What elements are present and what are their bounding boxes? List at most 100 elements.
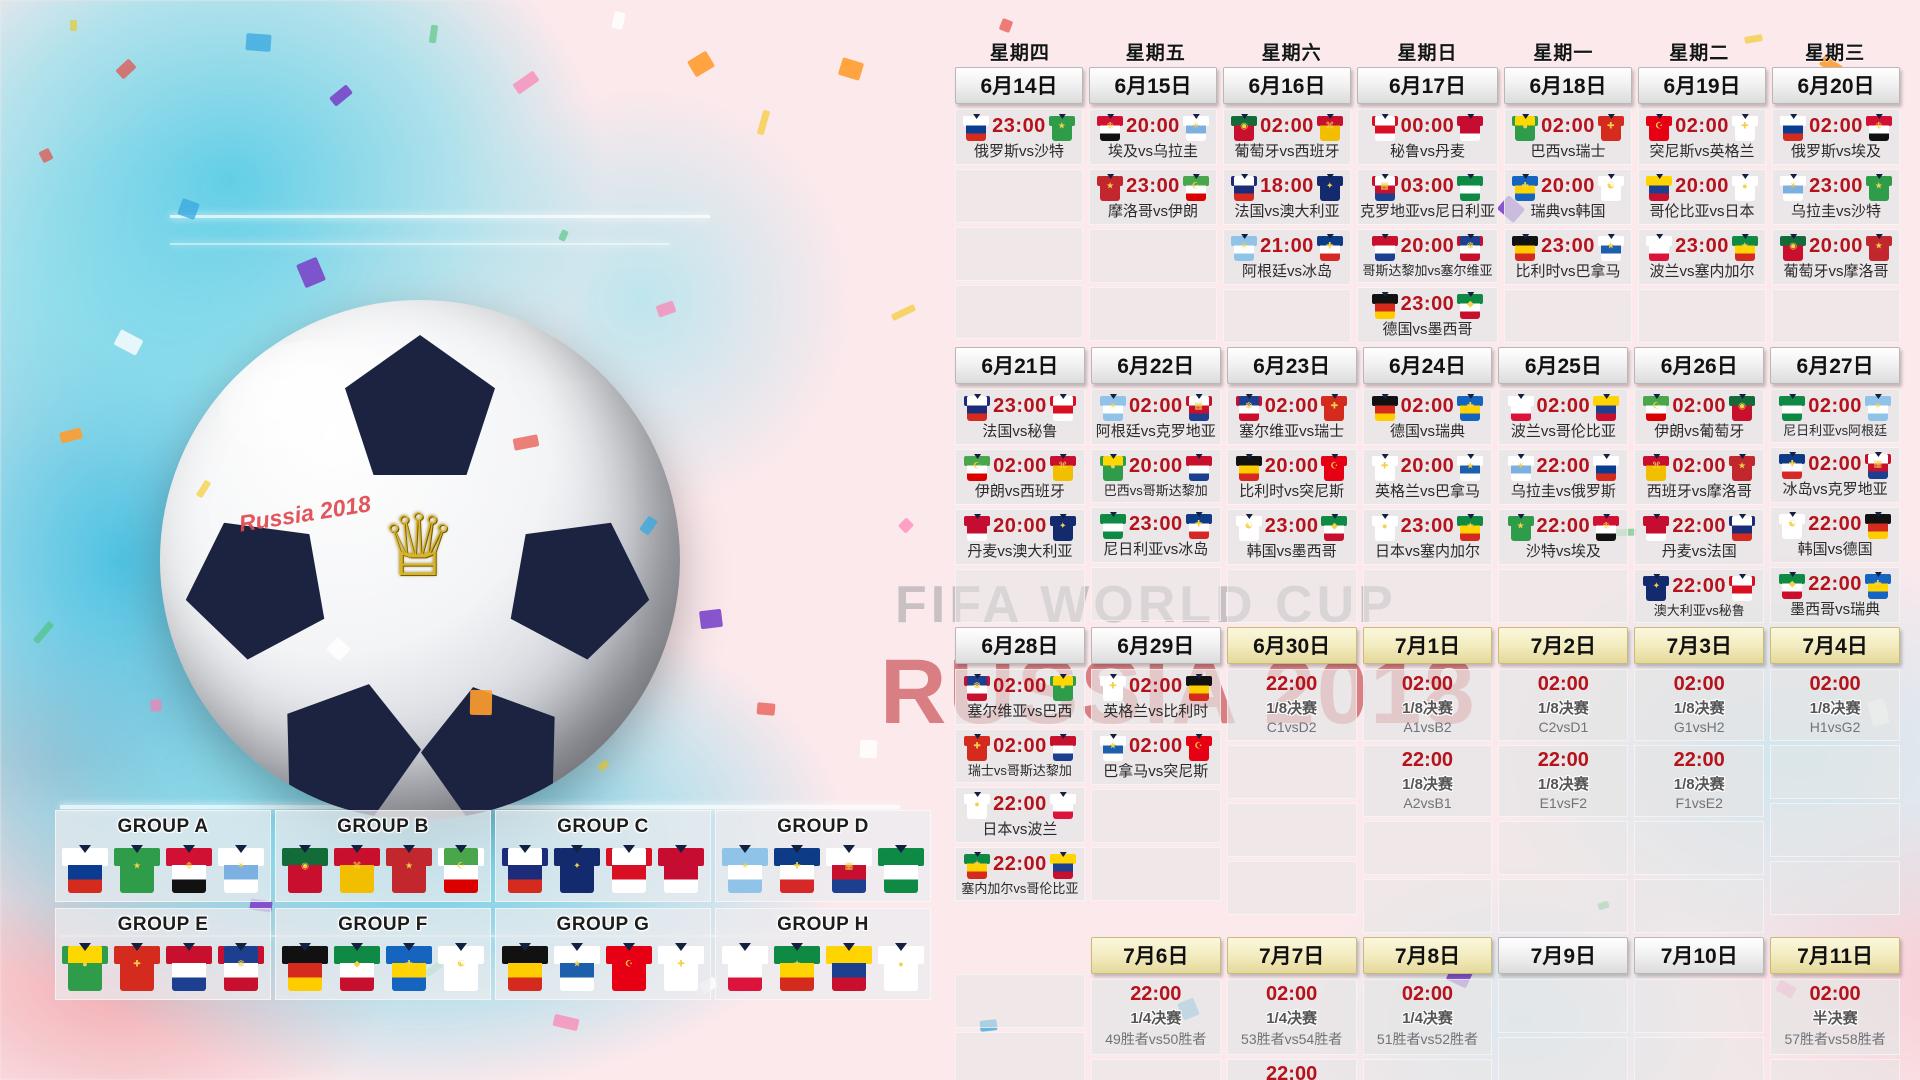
date-header[interactable]: 7月9日 <box>1498 937 1629 974</box>
group-match-card[interactable]: ● 20:00 巴西vs哥斯达黎加 <box>1090 449 1221 503</box>
group-match-card[interactable]: ☀ 21:00 ✚ 阿根廷vs冰岛 <box>1222 229 1351 285</box>
group-match-card[interactable]: ◉ 02:00 ⌘ 葡萄牙vs西班牙 <box>1222 109 1351 165</box>
knockout-match-card[interactable]: 02:00 1/4决赛 53胜者vs54胜者 <box>1226 979 1357 1055</box>
date-header[interactable]: 7月1日 <box>1362 627 1493 664</box>
group-match-card[interactable]: ✚ 02:00 英格兰vs比利时 <box>1090 669 1221 725</box>
group-match-card[interactable]: ◆ 22:00 ✚ 墨西哥vs瑞典 <box>1770 567 1900 623</box>
group-match-card[interactable]: ☸ 02:00 ✚ 塞尔维亚vs瑞士 <box>1226 389 1357 445</box>
group-match-card[interactable]: ⌘ 02:00 ★ 西班牙vs摩洛哥 <box>1634 449 1765 505</box>
date-header[interactable]: 6月26日 <box>1634 347 1765 384</box>
group-match-card[interactable]: ★ 22:00 ❉ 沙特vs埃及 <box>1498 509 1629 565</box>
group-match-card[interactable]: 02:00 ✚ 德国vs瑞典 <box>1362 389 1493 445</box>
date-header[interactable]: 6月19日 <box>1638 67 1766 104</box>
group-match-card[interactable]: 02:00 ☀ 尼日利亚vs阿根廷 <box>1770 389 1900 443</box>
knockout-match-card[interactable]: 02:00 1/4决赛 51胜者vs52胜者 <box>1362 979 1493 1055</box>
group-match-card[interactable]: ☀ 02:00 ▦ 阿根廷vs克罗地亚 <box>1090 389 1221 445</box>
knockout-match-card[interactable]: 02:00 半决赛 57胜者vs58胜者 <box>1770 979 1900 1055</box>
date-header[interactable]: 6月22日 <box>1090 347 1221 384</box>
group-box-d[interactable]: GROUP D ☀ ✚ ▦ <box>715 810 931 902</box>
date-header[interactable]: 7月11日 <box>1770 937 1900 974</box>
group-box-c[interactable]: GROUP C ✦ <box>495 810 711 902</box>
date-header[interactable]: 6月24日 <box>1362 347 1493 384</box>
group-match-card[interactable]: 18:00 ✦ 法国vs澳大利亚 <box>1222 169 1351 225</box>
date-header[interactable]: 6月17日 <box>1356 67 1498 104</box>
date-header[interactable]: 7月7日 <box>1226 937 1357 974</box>
group-match-card[interactable]: 23:00 ★ 波兰vs塞内加尔 <box>1638 229 1766 285</box>
group-box-a[interactable]: GROUP A ★ ❉ ☀ <box>55 810 271 902</box>
group-box-e[interactable]: GROUP E ● ✚ ☸ <box>55 908 271 1000</box>
group-box-b[interactable]: GROUP B ◉ ⌘ ★ ☪ <box>275 810 491 902</box>
date-header[interactable]: 7月6日 <box>1090 937 1221 974</box>
group-match-card[interactable]: 23:00 ◆ 德国vs墨西哥 <box>1356 287 1498 343</box>
knockout-match-card[interactable]: 22:001/4决赛55胜者vs56胜者 <box>1226 1059 1357 1080</box>
date-row: 7月6日 22:00 1/4决赛 49胜者vs50胜者 7月7日 02:00 1/4决赛 53… <box>955 937 1900 1080</box>
date-header[interactable]: 6月21日 <box>955 347 1085 384</box>
group-match-card[interactable]: ● 22:00 日本vs波兰 <box>955 787 1085 843</box>
group-box-h[interactable]: GROUP H ★ ● <box>715 908 931 1000</box>
date-header[interactable]: 7月3日 <box>1634 627 1765 664</box>
group-match-card[interactable]: ◉ 20:00 ★ 葡萄牙vs摩洛哥 <box>1772 229 1900 285</box>
date-header[interactable]: 6月27日 <box>1770 347 1900 384</box>
match-time: 02:00 <box>1672 455 1727 477</box>
group-box-g[interactable]: GROUP G ★ ☪ ✚ <box>495 908 711 1000</box>
date-header[interactable]: 6月16日 <box>1222 67 1351 104</box>
group-match-card[interactable]: ● 02:00 ✚ 巴西vs瑞士 <box>1504 109 1632 165</box>
jersey-icon: ● <box>964 790 991 819</box>
knockout-match-card[interactable]: 22:00 1/8决赛 E1vsF2 <box>1498 745 1629 817</box>
group-match-card[interactable]: ☸ 02:00 ● 塞尔维亚vs巴西 <box>955 669 1085 725</box>
group-match-card[interactable]: ☯ 23:00 ◆ 韩国vs墨西哥 <box>1226 509 1357 565</box>
group-match-card[interactable]: ☀ 22:00 乌拉圭vs俄罗斯 <box>1498 449 1629 505</box>
group-match-card[interactable]: ✚ 02:00 ▦ 冰岛vs克罗地亚 <box>1770 447 1900 503</box>
group-match-card[interactable]: ★ 02:00 ☪ 巴拿马vs突尼斯 <box>1090 729 1221 785</box>
date-header[interactable]: 7月4日 <box>1770 627 1900 664</box>
knockout-match-card[interactable]: 02:00 1/8决赛 G1vsH2 <box>1634 669 1765 741</box>
group-match-card[interactable]: ☀ 23:00 ★ 乌拉圭vs沙特 <box>1772 169 1900 225</box>
date-header[interactable]: 7月2日 <box>1498 627 1629 664</box>
knockout-match-card[interactable]: 22:00 1/8决赛 C1vsD2 <box>1226 669 1357 741</box>
group-match-card[interactable]: 20:00 ● 哥伦比亚vs日本 <box>1638 169 1766 225</box>
group-match-card[interactable]: 20:00 ✦ 丹麦vs澳大利亚 <box>955 509 1085 565</box>
group-match-card[interactable]: 23:00 法国vs秘鲁 <box>955 389 1085 445</box>
group-match-card[interactable]: 23:00 ★ 比利时vs巴拿马 <box>1504 229 1632 285</box>
date-header[interactable]: 6月18日 <box>1504 67 1632 104</box>
match-time-row: 23:00 <box>958 392 1082 421</box>
group-match-card[interactable]: 20:00 ☸ 哥斯达黎加vs塞尔维亚 <box>1356 229 1498 283</box>
date-header[interactable]: 6月23日 <box>1226 347 1357 384</box>
date-header[interactable]: 7月10日 <box>1634 937 1765 974</box>
group-match-card[interactable]: ❉ 20:00 ☀ 埃及vs乌拉圭 <box>1088 109 1217 165</box>
group-match-card[interactable]: ✚ 20:00 ★ 英格兰vs巴拿马 <box>1362 449 1493 505</box>
group-match-card[interactable]: ☯ 22:00 韩国vs德国 <box>1770 507 1900 563</box>
group-match-card[interactable]: ★ 23:00 ☪ 摩洛哥vs伊朗 <box>1088 169 1217 225</box>
knockout-match-card[interactable]: 02:00 1/8决赛 A1vsB2 <box>1362 669 1493 741</box>
date-header[interactable]: 6月30日 <box>1226 627 1357 664</box>
knockout-match-card[interactable]: 22:00 1/8决赛 A2vsB1 <box>1362 745 1493 817</box>
group-match-card[interactable]: 23:00 ★ 俄罗斯vs沙特 <box>955 109 1083 165</box>
date-header[interactable]: 7月8日 <box>1362 937 1493 974</box>
group-match-card[interactable]: ✦ 22:00 澳大利亚vs秘鲁 <box>1634 569 1765 623</box>
knockout-match-card[interactable]: 22:00 1/8决赛 F1vsE2 <box>1634 745 1765 817</box>
group-match-card[interactable]: 02:00 波兰vs哥伦比亚 <box>1498 389 1629 445</box>
group-match-card[interactable]: 02:00 ❉ 俄罗斯vs埃及 <box>1772 109 1900 165</box>
date-header[interactable]: 6月15日 <box>1088 67 1217 104</box>
group-match-card[interactable]: 22:00 丹麦vs法国 <box>1634 509 1765 565</box>
group-match-card[interactable]: ✚ 02:00 瑞士vs哥斯达黎加 <box>955 729 1085 783</box>
group-match-card[interactable]: 20:00 ☪ 比利时vs突尼斯 <box>1226 449 1357 505</box>
group-match-card[interactable]: ✚ 20:00 ☯ 瑞典vs韩国 <box>1504 169 1632 225</box>
date-header[interactable]: 6月25日 <box>1498 347 1629 384</box>
date-header[interactable]: 6月28日 <box>955 627 1085 664</box>
group-match-card[interactable]: 00:00 秘鲁vs丹麦 <box>1356 109 1498 165</box>
group-match-card[interactable]: ☪ 02:00 ◉ 伊朗vs葡萄牙 <box>1634 389 1765 445</box>
group-match-card[interactable]: ☪ 02:00 ✚ 突尼斯vs英格兰 <box>1638 109 1766 165</box>
knockout-match-card[interactable]: 22:00 1/4决赛 49胜者vs50胜者 <box>1090 979 1221 1055</box>
group-match-card[interactable]: ☪ 02:00 ⌘ 伊朗vs西班牙 <box>955 449 1085 505</box>
knockout-match-card[interactable]: 02:00 1/8决赛 C2vsD1 <box>1498 669 1629 741</box>
date-header[interactable]: 6月14日 <box>955 67 1083 104</box>
date-header[interactable]: 6月29日 <box>1090 627 1221 664</box>
date-header[interactable]: 6月20日 <box>1772 67 1900 104</box>
group-match-card[interactable]: ▦ 03:00 克罗地亚vs尼日利亚 <box>1356 169 1498 225</box>
group-box-f[interactable]: GROUP F ◆ ✚ ☯ <box>275 908 491 1000</box>
group-match-card[interactable]: ● 23:00 ★ 日本vs塞内加尔 <box>1362 509 1493 565</box>
group-match-card[interactable]: 23:00 ✚ 尼日利亚vs冰岛 <box>1090 507 1221 563</box>
knockout-match-card[interactable]: 02:00 1/8决赛 H1vsG2 <box>1770 669 1900 741</box>
group-match-card[interactable]: ★ 22:00 塞内加尔vs哥伦比亚 <box>955 847 1085 901</box>
